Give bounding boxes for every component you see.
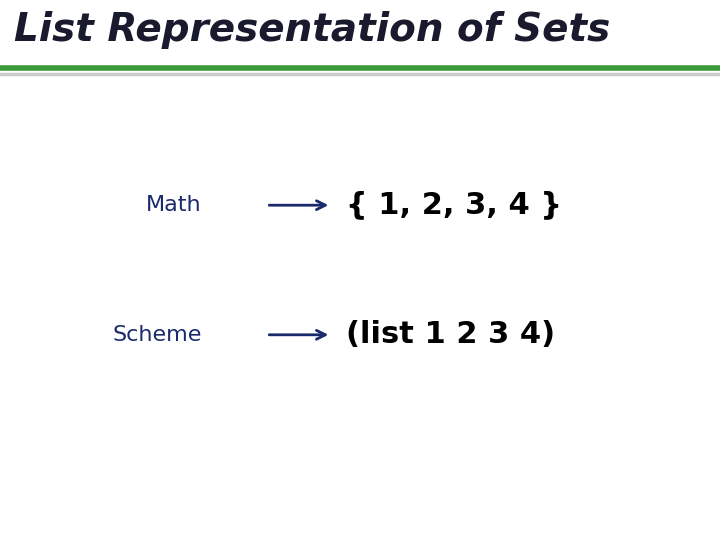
Text: { 1, 2, 3, 4 }: { 1, 2, 3, 4 }	[346, 191, 562, 220]
Text: List Representation of Sets: List Representation of Sets	[14, 11, 611, 49]
Text: Scheme: Scheme	[112, 325, 202, 345]
Text: (list 1 2 3 4): (list 1 2 3 4)	[346, 320, 554, 349]
Text: Math: Math	[146, 195, 202, 215]
